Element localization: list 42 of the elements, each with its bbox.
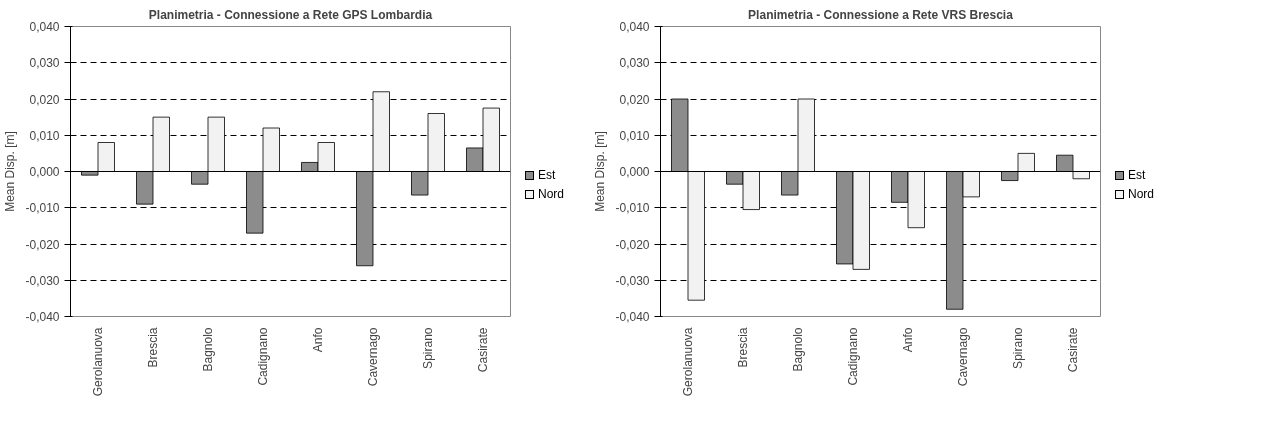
y-tick-label: 0,000 (619, 165, 650, 179)
y-tick-label: 0,010 (619, 128, 650, 143)
x-tick-label: Gerolanuova (681, 327, 695, 397)
x-tick-label: Casirate (1066, 327, 1080, 373)
y-axis-title: Mean Disp. [m] (593, 131, 608, 212)
y-tick-label: 0,030 (619, 56, 650, 71)
x-tick-label: Spirano (1011, 327, 1025, 369)
x-tick-label: Anfo (311, 327, 325, 353)
x-tick-label: Cavernago (956, 327, 970, 387)
y-tick-label: 0,040 (619, 20, 650, 34)
chart-title: Planimetria - Connessione a Rete GPS Lombardia (148, 7, 433, 22)
x-tick-label: Bagnolo (201, 327, 215, 372)
x-tick-label: Cavernago (366, 327, 380, 387)
y-tick-label: -0,020 (615, 237, 650, 252)
y-tick-label: -0,040 (615, 310, 650, 324)
legend-label: Nord (1128, 186, 1155, 204)
x-tick-label: Brescia (736, 327, 750, 368)
x-tick-label: Cadignano (256, 327, 270, 386)
y-tick-label: 0,010 (29, 128, 60, 143)
x-tick-label: Brescia (146, 327, 160, 368)
y-tick-label: 0,000 (29, 165, 60, 179)
x-tick-label: Cadignano (846, 327, 860, 386)
legend-label: Est (1128, 167, 1146, 184)
y-tick-label: -0,040 (25, 310, 60, 324)
y-tick-label: -0,010 (615, 201, 650, 216)
x-tick-label: Spirano (421, 327, 435, 369)
y-tick-label: 0,030 (29, 56, 60, 71)
x-tick-label: Anfo (901, 327, 915, 353)
y-axis-title: Mean Disp. [m] (3, 131, 18, 212)
y-tick-label: -0,020 (25, 237, 60, 252)
legend-label: Nord (538, 186, 565, 204)
y-tick-label: -0,010 (25, 201, 60, 216)
x-tick-label: Bagnolo (791, 327, 805, 372)
x-tick-label: Gerolanuova (91, 327, 105, 397)
y-tick-label: 0,020 (29, 92, 60, 107)
y-tick-label: 0,040 (29, 20, 60, 34)
y-tick-label: -0,030 (615, 273, 650, 288)
x-tick-label: Casirate (476, 327, 490, 373)
chart-title: Planimetria - Connessione a Rete VRS Brescia (748, 7, 1014, 22)
y-tick-label: 0,020 (619, 92, 650, 107)
y-tick-label: -0,030 (25, 273, 60, 288)
legend-label: Est (538, 167, 556, 184)
